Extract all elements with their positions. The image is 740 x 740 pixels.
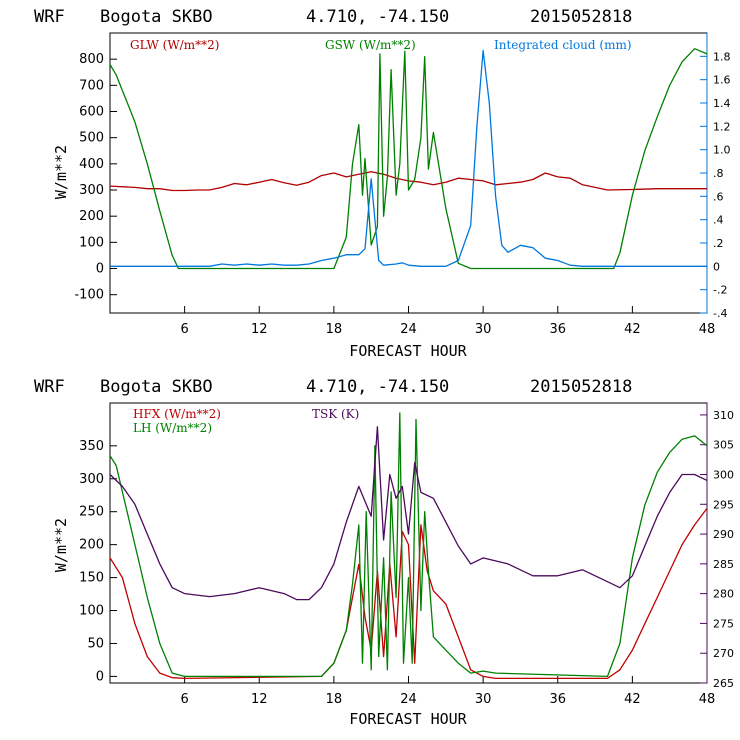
right-y-tick-label: 0 bbox=[713, 260, 720, 273]
right-y-tick-label: -.2 bbox=[713, 284, 727, 297]
right-y-tick-label: .6 bbox=[713, 190, 724, 203]
y-tick-label: 200 bbox=[79, 538, 104, 553]
y-tick-label: 0 bbox=[96, 262, 104, 277]
right-y-tick-label: 290 bbox=[713, 528, 734, 541]
right-y-tick-label: 1.6 bbox=[713, 74, 731, 87]
right-y-tick-label: 305 bbox=[713, 439, 734, 452]
title-model: WRF bbox=[34, 377, 65, 397]
y-tick-label: 800 bbox=[79, 52, 104, 67]
series-line-integrated bbox=[110, 49, 707, 267]
x-tick-label: 12 bbox=[251, 322, 268, 337]
y-tick-label: 50 bbox=[87, 636, 104, 651]
y-tick-label: 300 bbox=[79, 472, 104, 487]
series-line-hfx bbox=[109, 508, 708, 680]
x-tick-label: 30 bbox=[475, 692, 492, 707]
x-tick-label: 30 bbox=[475, 322, 492, 337]
legend-cloud: Integrated cloud (mm) bbox=[494, 38, 632, 52]
title-coords: 4.710, -74.150 bbox=[306, 7, 449, 27]
tick-layer: 6 12 18 24 30 36 42 48 0 50 100 150 200 250 300 350 265 2… bbox=[79, 403, 734, 707]
series-line-tsk bbox=[109, 426, 708, 601]
y-tick-label: 200 bbox=[79, 209, 104, 224]
series-line-glw bbox=[109, 171, 707, 192]
series-line-lh bbox=[109, 412, 708, 678]
title-station: Bogota SKBO bbox=[100, 377, 213, 397]
x-tick-label: 48 bbox=[699, 692, 716, 707]
x-tick-label: 18 bbox=[326, 322, 343, 337]
series-layer bbox=[109, 412, 708, 680]
y-tick-label: 100 bbox=[79, 604, 104, 619]
x-tick-label: 6 bbox=[180, 692, 188, 707]
legend-hfx: HFX (W/m**2) bbox=[133, 407, 221, 421]
right-y-tick-label: 275 bbox=[713, 617, 734, 630]
right-y-tick-label: 310 bbox=[713, 409, 734, 422]
title-model: WRF bbox=[34, 7, 65, 27]
x-tick-label: 24 bbox=[400, 692, 417, 707]
right-y-tick-label: 1.2 bbox=[713, 120, 731, 133]
right-y-tick-label: 265 bbox=[713, 677, 734, 690]
x-tick-label: 24 bbox=[400, 322, 417, 337]
tick-layer: 6 12 18 24 30 36 42 48 -100 0 100 200 300 400 500 600 70… bbox=[74, 33, 731, 337]
y-tick-label: 0 bbox=[96, 669, 104, 684]
series-layer bbox=[109, 48, 708, 270]
right-y-tick-label: 295 bbox=[713, 498, 734, 511]
right-y-tick-label: 1.0 bbox=[713, 144, 731, 157]
legend-gsw: GSW (W/m**2) bbox=[325, 38, 416, 52]
y-tick-label: 500 bbox=[79, 131, 104, 146]
x-tick-label: 6 bbox=[180, 322, 188, 337]
y-tick-label: 100 bbox=[79, 235, 104, 250]
x-tick-label: 18 bbox=[326, 692, 343, 707]
title-run: 2015052818 bbox=[530, 7, 632, 27]
y-tick-label: 350 bbox=[79, 439, 104, 454]
y-tick-label: -100 bbox=[74, 288, 104, 303]
y-tick-label: 400 bbox=[79, 157, 104, 172]
right-y-tick-label: 285 bbox=[713, 558, 734, 571]
y-tick-label: 700 bbox=[79, 78, 104, 93]
right-y-tick-label: 300 bbox=[713, 468, 734, 481]
y-tick-label: 600 bbox=[79, 105, 104, 120]
bottom-chart: WRF Bogota SKBO 4.710, -74.150 201505281… bbox=[34, 377, 734, 728]
title-station: Bogota SKBO bbox=[100, 7, 213, 27]
right-y-tick-label: 1.4 bbox=[713, 97, 731, 110]
y-tick-label: 250 bbox=[79, 505, 104, 520]
title-run: 2015052818 bbox=[530, 377, 632, 397]
x-axis-label: FORECAST HOUR bbox=[349, 710, 467, 728]
right-y-tick-label: 270 bbox=[713, 647, 734, 660]
right-y-tick-label: -.4 bbox=[713, 307, 727, 320]
x-tick-label: 48 bbox=[699, 322, 716, 337]
x-axis-label: FORECAST HOUR bbox=[349, 342, 467, 360]
x-tick-label: 12 bbox=[251, 692, 268, 707]
right-y-tick-label: 280 bbox=[713, 588, 734, 601]
legend-glw: GLW (W/m**2) bbox=[130, 38, 219, 52]
x-tick-label: 36 bbox=[549, 692, 566, 707]
top-chart: WRF Bogota SKBO 4.710, -74.150 201505281… bbox=[34, 7, 731, 360]
x-tick-label: 36 bbox=[549, 322, 566, 337]
right-y-tick-label: .4 bbox=[713, 214, 724, 227]
right-y-tick-label: .2 bbox=[713, 237, 724, 250]
right-y-tick-label: .8 bbox=[713, 167, 724, 180]
y-axis-label: W/m**2 bbox=[52, 145, 70, 199]
x-tick-label: 42 bbox=[624, 322, 641, 337]
x-tick-label: 42 bbox=[624, 692, 641, 707]
y-tick-label: 300 bbox=[79, 183, 104, 198]
right-y-tick-label: 1.8 bbox=[713, 50, 731, 63]
title-coords: 4.710, -74.150 bbox=[306, 377, 449, 397]
legend-lh: LH (W/m**2) bbox=[133, 421, 212, 435]
series-line-gsw bbox=[109, 48, 708, 270]
plot-frame bbox=[109, 402, 708, 684]
y-axis-label: W/m**2 bbox=[52, 518, 70, 572]
y-tick-label: 150 bbox=[79, 571, 104, 586]
legend-tsk: TSK (K) bbox=[312, 407, 359, 421]
